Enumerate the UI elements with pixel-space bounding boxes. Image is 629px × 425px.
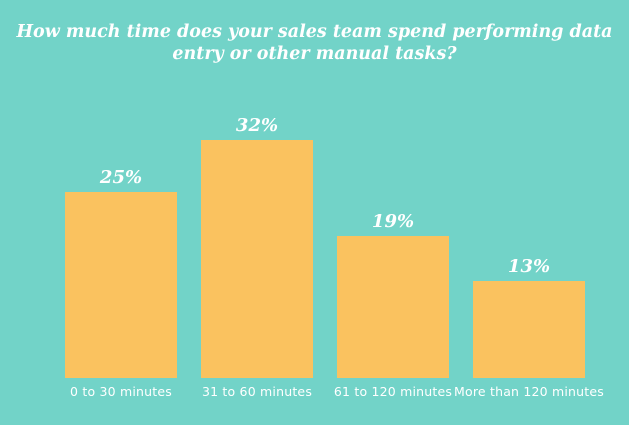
bar-value-label: 25% — [99, 167, 143, 188]
bar — [65, 192, 177, 378]
bar-category-label: 61 to 120 minutes — [333, 383, 453, 399]
chart-title-line2: entry or other manual tasks? — [172, 44, 457, 64]
bar-column: 13% More than 120 minutes — [454, 256, 604, 404]
bar-value-label: 19% — [371, 211, 415, 232]
bar-column: 32% 31 to 60 minutes — [201, 116, 313, 404]
bar — [337, 236, 449, 378]
bar-category-label: 0 to 30 minutes — [70, 383, 172, 399]
bar-category-label: 31 to 60 minutes — [201, 383, 313, 399]
bar-value-label: 13% — [507, 256, 551, 277]
bar — [201, 140, 313, 378]
bar-category-label: More than 120 minutes — [454, 383, 604, 399]
bar-chart: 25% 0 to 30 minutes 32% 31 to 60 minutes… — [65, 116, 604, 404]
chart-title: How much time does your sales team spend… — [0, 21, 629, 65]
chart-title-line1: How much time does your sales team spend… — [16, 22, 613, 42]
bar-column: 19% 61 to 120 minutes — [333, 211, 453, 404]
bar-column: 25% 0 to 30 minutes — [65, 168, 177, 404]
bar-value-label: 32% — [235, 115, 279, 136]
bar — [473, 281, 585, 378]
